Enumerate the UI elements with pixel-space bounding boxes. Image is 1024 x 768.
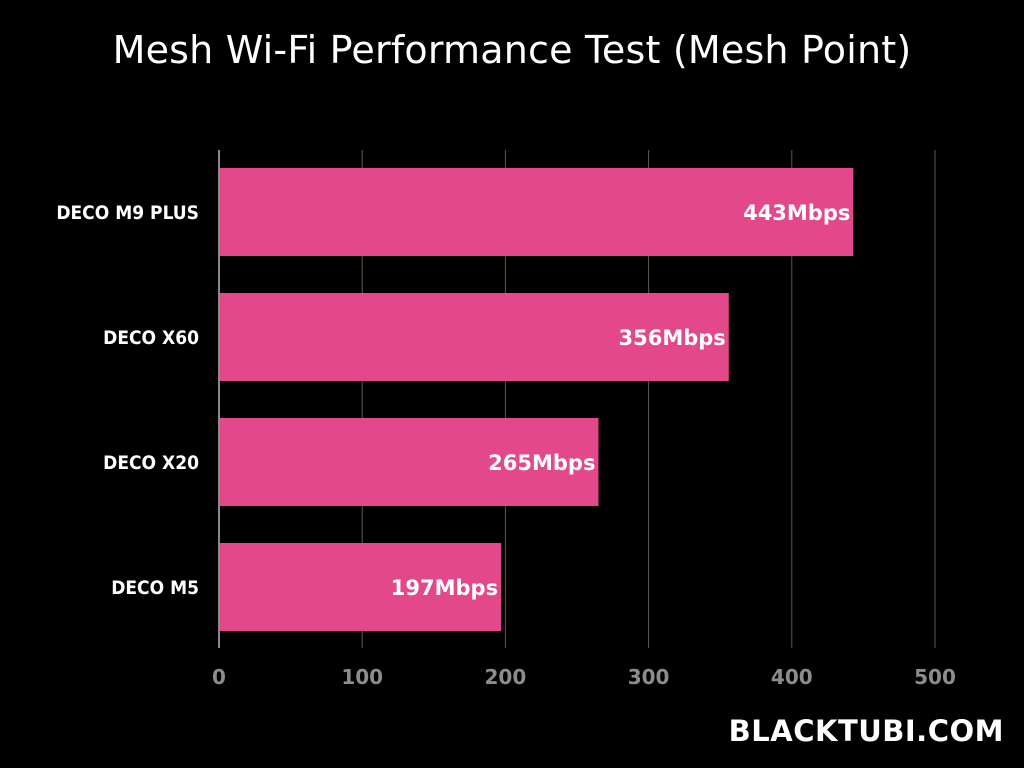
chart-title: Mesh Wi-Fi Performance Test (Mesh Point) — [112, 28, 912, 72]
category-label: DECO X20 — [103, 452, 199, 474]
bar — [219, 293, 729, 381]
category-labels: DECO M9 PLUS DECO X60 DECO X20 DECO M5 — [56, 202, 199, 599]
bar — [219, 418, 599, 506]
x-tick-labels: 0 100 200 300 400 500 — [212, 665, 956, 689]
value-labels: 443Mbps 356Mbps 265Mbps 197Mbps — [391, 201, 851, 600]
category-label: DECO M5 — [111, 577, 199, 599]
category-label: DECO X60 — [103, 327, 199, 349]
value-label: 443Mbps — [743, 201, 850, 225]
bar — [219, 168, 854, 256]
x-tick-label: 500 — [914, 665, 956, 689]
site-watermark: BLACKTUBI.COM — [728, 714, 1004, 748]
value-label: 197Mbps — [391, 576, 498, 600]
value-label: 265Mbps — [488, 451, 595, 475]
category-label: DECO M9 PLUS — [56, 202, 199, 224]
x-tick-label: 100 — [341, 665, 383, 689]
bars — [219, 168, 854, 631]
x-tick-label: 200 — [485, 665, 527, 689]
x-tick-label: 400 — [771, 665, 813, 689]
value-label: 356Mbps — [618, 326, 725, 350]
bar — [219, 543, 502, 631]
x-tick-label: 0 — [212, 665, 226, 689]
x-tick-label: 300 — [628, 665, 670, 689]
